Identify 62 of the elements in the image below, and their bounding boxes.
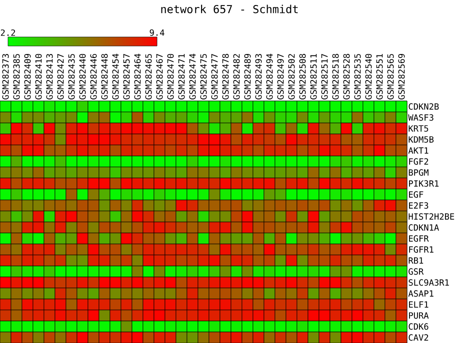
x-tick-label: GSM282535 [354,54,361,100]
x-tick-label: GSM282448 [101,54,108,100]
x-tick-label: GSM282454 [112,54,119,100]
y-tick-label: CDK6 [408,323,428,330]
y-tick-label: WASF3 [408,114,434,121]
x-tick-label: GSM282475 [200,54,207,100]
x-tick-label: GSM282457 [123,54,130,100]
chart-title: network 657 - Schmidt [161,4,298,14]
x-tick-label: GSM282435 [68,54,75,100]
y-tick-label: SLC9A3R1 [408,279,449,286]
x-tick-label: GSM282465 [145,54,152,100]
x-tick-label: GSM282467 [156,54,163,100]
x-tick-label: GSM282470 [167,54,174,100]
y-tick-label: CDKN1A [408,224,439,231]
y-tick-label: E2F3 [409,202,428,209]
y-tick-label: HIST2H2BE [408,213,454,220]
x-tick-label: GSM282565 [387,54,394,100]
y-tick-label: PIK3R1 [409,180,439,187]
x-tick-label: GSM282517 [321,54,328,100]
y-tick-label: EGFR [409,235,429,242]
x-tick-label: GSM282427 [57,54,64,100]
color-bar-label: 9.4 [150,29,164,36]
x-tick-label: GSM282540 [365,54,372,100]
x-tick-label: GSM282551 [376,54,383,100]
y-tick-label: BPGM [408,169,428,176]
y-tick-label: EGF [409,191,424,198]
x-tick-label: GSM282494 [266,54,273,100]
x-tick-label: GSM282508 [299,54,306,100]
x-tick-label: GSM282410 [35,54,42,100]
y-tick-label: KDM5B [408,136,434,143]
x-tick-label: GSM282482 [233,54,240,100]
x-tick-label: GSM282385 [13,54,20,100]
y-tick-label: ELF1 [409,301,428,308]
y-tick-label: CAV2 [408,334,428,341]
x-tick-label: GSM282409 [24,54,31,100]
x-tick-label: GSM282446 [90,54,97,100]
x-tick-label: GSM282464 [134,54,141,100]
y-tick-label: PURA [409,312,429,319]
y-tick-label: AKT1 [408,147,428,154]
x-tick-label: GSM282569 [398,54,405,100]
x-tick-label: GSM282471 [178,54,185,100]
x-tick-label: GSM282373 [2,54,9,100]
y-tick-label: ASAP1 [408,290,434,297]
x-tick-label: GSM282474 [189,54,196,100]
x-tick-label: GSM282493 [255,54,262,100]
x-tick-label: GSM282478 [222,54,229,100]
x-tick-label: GSM282489 [244,54,251,100]
x-tick-label: GSM282528 [343,54,350,100]
x-tick-label: GSM282511 [310,54,317,100]
x-tick-label: GSM282502 [288,54,295,100]
x-tick-label: GSM282413 [46,54,53,100]
x-tick-label: GSM282440 [79,54,86,100]
y-tick-label: FGFR1 [409,246,434,253]
color-bar-label: 2.2 [0,29,16,36]
y-tick-label: GSR [408,268,424,275]
x-tick-label: GSM282518 [332,54,339,100]
y-tick-label: KRT5 [408,125,428,132]
y-tick-label: CDKN2B [408,103,439,110]
x-tick-label: GSM282477 [211,54,218,100]
x-tick-label: GSM282497 [277,54,284,100]
y-tick-label: FGF2 [409,158,428,165]
y-tick-label: RB1 [408,257,424,264]
